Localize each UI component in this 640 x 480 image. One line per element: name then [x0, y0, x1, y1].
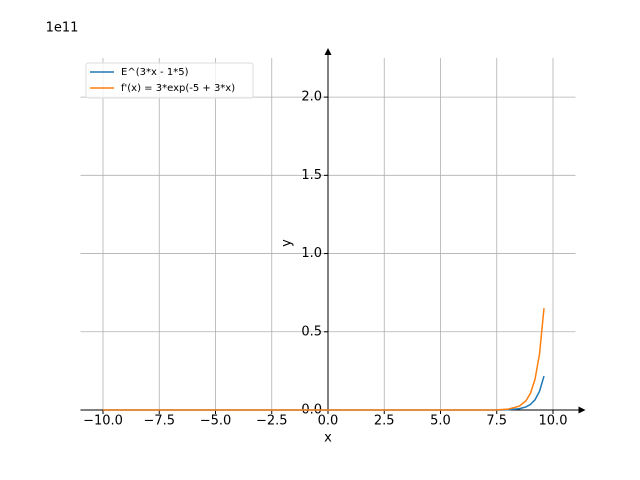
y-tick-label: 1.5	[301, 168, 322, 183]
x-axis-label: x	[324, 431, 332, 446]
x-tick-label: −10.0	[83, 414, 123, 429]
y-arrow	[324, 48, 332, 55]
x-tick-label: 2.5	[374, 414, 395, 429]
x-arrow	[578, 406, 586, 414]
x-tick-label: −5.0	[200, 414, 232, 429]
x-tick-label: 7.5	[486, 414, 507, 429]
x-tick-label: 10.0	[539, 414, 568, 429]
series-line	[103, 308, 545, 411]
x-tick-label: −2.5	[256, 414, 288, 429]
offset-text: 1e11	[46, 21, 79, 36]
x-tick-label: 5.0	[430, 414, 451, 429]
y-tick-label: 0.5	[301, 324, 322, 339]
legend-label: E^(3*x - 1*5)	[121, 67, 189, 78]
y-axis-label: y	[280, 239, 295, 247]
y-tick-label: 2.0	[301, 90, 322, 105]
legend-label: f'(x) = 3*exp(-5 + 3*x)	[121, 83, 235, 94]
x-tick-label: 0.0	[318, 414, 339, 429]
x-tick-label: −7.5	[143, 414, 175, 429]
legend-box	[85, 62, 254, 99]
series-line	[103, 375, 545, 411]
y-tick-label: 1.0	[301, 246, 322, 261]
